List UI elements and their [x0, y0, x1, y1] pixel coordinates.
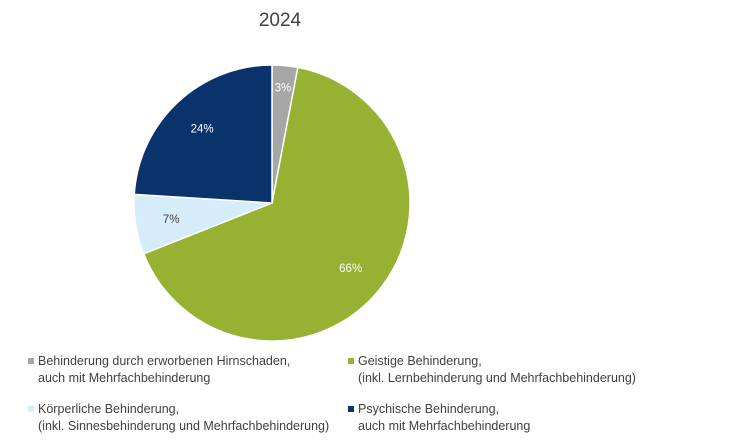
- legend-label-0: Behinderung durch erworbenen Hirnschaden…: [38, 354, 291, 385]
- data-label-3: 24%: [191, 124, 214, 136]
- legend-swatch-3: [348, 406, 354, 412]
- data-label-1: 66%: [339, 263, 362, 275]
- legend-item-2: Körperliche Behinderung, (inkl. Sinnesbe…: [28, 401, 329, 435]
- legend-item-1: Geistige Behinderung, (inkl. Lernbehinde…: [348, 353, 636, 387]
- legend-item-0: Behinderung durch erworbenen Hirnschaden…: [28, 353, 290, 387]
- legend-label-2: Körperliche Behinderung, (inkl. Sinnesbe…: [38, 402, 330, 433]
- legend-swatch-2: [28, 406, 34, 412]
- legend-label-1: Geistige Behinderung, (inkl. Lernbehinde…: [358, 354, 636, 385]
- legend-swatch-0: [28, 358, 34, 364]
- chart-title: 2024: [258, 10, 302, 31]
- data-label-0: 3%: [275, 83, 292, 95]
- legend-item-3: Psychische Behinderung, auch mit Mehrfac…: [348, 401, 530, 435]
- data-label-2: 7%: [163, 214, 180, 226]
- pie-slice-3: [133, 64, 273, 204]
- legend-label-3: Psychische Behinderung, auch mit Mehrfac…: [358, 402, 531, 433]
- legend-swatch-1: [348, 358, 354, 364]
- pie-slice-1: [142, 66, 411, 342]
